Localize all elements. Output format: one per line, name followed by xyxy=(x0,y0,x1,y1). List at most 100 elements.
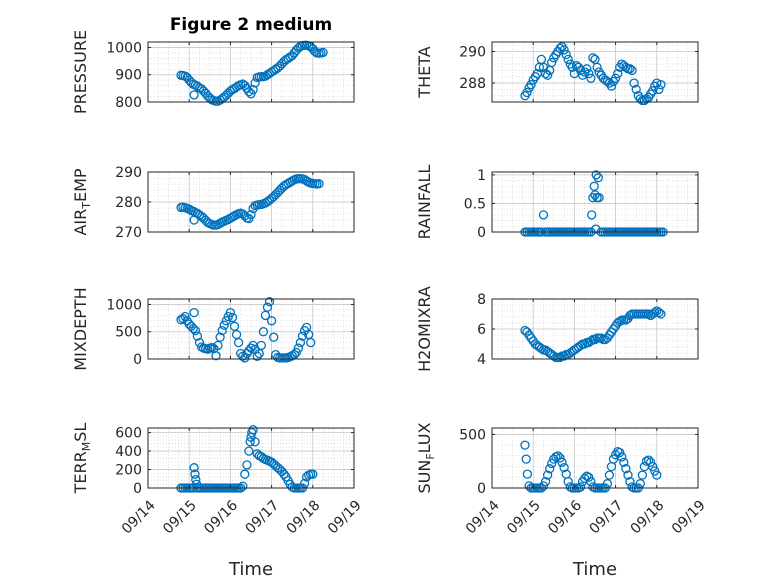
data-point xyxy=(540,476,551,487)
y-tick-label: 0 xyxy=(477,225,486,241)
y-tick-label: 500 xyxy=(115,325,142,341)
x-tick-label: 09/19 xyxy=(669,497,709,537)
data-point xyxy=(545,464,555,474)
data-point xyxy=(594,193,604,203)
data-point xyxy=(521,454,531,464)
data-point xyxy=(559,45,569,55)
y-tick-label: 290 xyxy=(115,165,142,181)
data-point xyxy=(213,340,223,351)
data-point xyxy=(225,307,236,318)
axes-frame xyxy=(491,171,699,233)
data-point xyxy=(627,482,637,492)
y-tick-label: 280 xyxy=(115,195,142,211)
x-tick-label: 09/16 xyxy=(201,497,241,537)
data-point xyxy=(293,343,304,353)
data-point xyxy=(211,351,221,361)
y-axis-label: RAINFALL xyxy=(415,165,434,240)
data-point xyxy=(242,460,252,470)
data-point xyxy=(246,209,256,220)
subplot-rainfall: 0 0.5 1 RAINFALL xyxy=(415,165,699,241)
y-tick-label: 1 xyxy=(477,168,486,184)
x-tick-label: 09/18 xyxy=(284,497,324,537)
data-point xyxy=(526,79,536,90)
data-point xyxy=(258,327,269,337)
data-point xyxy=(248,85,258,95)
y-axis-label-main: TERR xyxy=(71,451,90,494)
data-point xyxy=(190,325,201,336)
data-point xyxy=(610,73,621,83)
data-point xyxy=(238,481,248,491)
data-point xyxy=(522,87,532,98)
data-point xyxy=(318,47,328,58)
y-axis-label-subscript: F xyxy=(424,453,437,459)
data-point xyxy=(645,457,656,467)
data-point xyxy=(295,337,306,348)
axes-frame xyxy=(147,298,355,360)
data-point xyxy=(586,476,596,487)
y-axis-label: SUNFLUX xyxy=(415,422,437,493)
x-axis-label-left: Time xyxy=(228,559,273,580)
data-point xyxy=(619,457,629,467)
data-point xyxy=(240,469,250,479)
data-point xyxy=(656,79,666,90)
data-point xyxy=(561,49,571,60)
data-point xyxy=(643,309,654,319)
data-point xyxy=(625,64,635,74)
x-tick-label: 09/14 xyxy=(119,497,159,537)
data-point xyxy=(189,463,199,473)
data-point xyxy=(538,210,549,220)
data-point xyxy=(650,307,660,318)
data-point xyxy=(245,437,255,447)
data-point xyxy=(575,65,586,76)
data-point xyxy=(314,179,324,189)
axes-frame xyxy=(491,427,699,489)
subplot-air-temp: 270 280 290 AIRTEMP xyxy=(71,165,355,241)
data-point xyxy=(555,453,565,463)
data-point xyxy=(656,309,666,319)
data-point xyxy=(625,476,635,487)
y-axis-label-rest: EMP xyxy=(71,168,90,202)
data-point xyxy=(520,440,530,450)
y-tick-label: 0 xyxy=(477,481,486,497)
y-tick-label: 8 xyxy=(477,292,486,308)
x-tick-label: 09/18 xyxy=(628,497,668,537)
y-tick-label: 500 xyxy=(459,427,486,443)
data-point xyxy=(608,454,619,464)
y-axis-label-rest: LUX xyxy=(415,422,434,453)
data-point xyxy=(553,451,563,461)
data-point xyxy=(648,461,658,472)
data-point xyxy=(306,337,316,348)
data-point xyxy=(297,331,308,341)
y-tick-label: 900 xyxy=(115,68,142,84)
data-point xyxy=(652,470,662,480)
data-point xyxy=(559,462,569,473)
axes-frame xyxy=(147,41,355,103)
data-point xyxy=(266,316,277,326)
y-tick-label: 0.5 xyxy=(464,196,486,212)
data-point xyxy=(606,81,617,91)
y-tick-label: 800 xyxy=(115,95,142,111)
data-point xyxy=(652,78,662,88)
data-point xyxy=(588,193,598,203)
y-axis-label-subscript: T xyxy=(80,202,93,210)
data-point xyxy=(615,447,625,458)
subplot-mixdepth: 0 500 1000 MIXDEPTH xyxy=(71,287,355,371)
data-point xyxy=(575,482,586,492)
x-tick-label: 09/14 xyxy=(463,497,503,537)
data-point xyxy=(615,316,625,327)
y-axis-label-rest: SL xyxy=(71,423,90,442)
data-point xyxy=(240,353,250,363)
data-point xyxy=(291,347,301,358)
data-point xyxy=(244,86,254,97)
y-tick-label: 6 xyxy=(477,322,486,338)
y-tick-label: 270 xyxy=(115,225,142,241)
data-point xyxy=(227,312,238,323)
data-point xyxy=(613,68,623,79)
y-axis-label: TERRMSL xyxy=(71,423,93,495)
data-point xyxy=(604,470,615,480)
data-point xyxy=(542,470,553,480)
data-point xyxy=(563,54,573,65)
data-point xyxy=(256,340,266,351)
y-tick-label: 290 xyxy=(459,44,486,60)
